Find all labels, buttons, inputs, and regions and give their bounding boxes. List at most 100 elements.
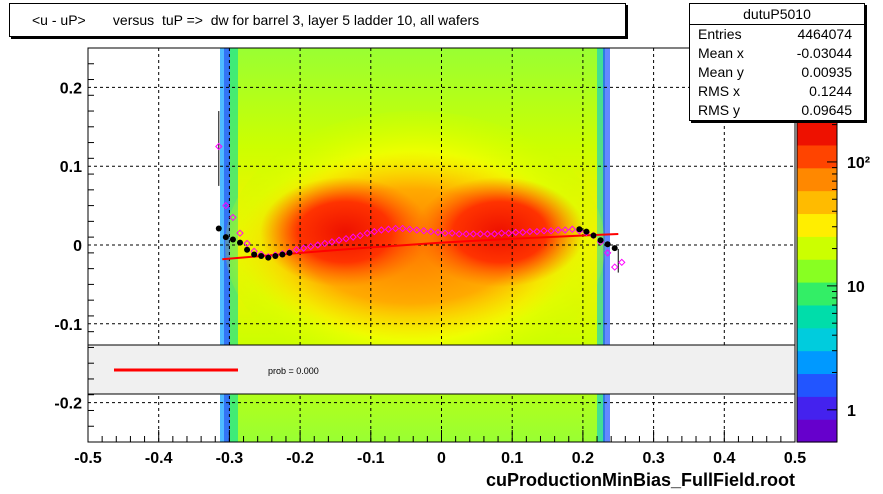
stats-label: Mean y — [698, 64, 744, 80]
profile-point-magenta — [342, 234, 350, 243]
x-tick-label: 0.2 — [572, 450, 594, 467]
profile-point-magenta — [222, 201, 230, 210]
profile-point-magenta — [384, 225, 393, 233]
color-scale-swatch — [797, 282, 837, 306]
x-tick-label: 0.3 — [642, 450, 664, 467]
profile-point-magenta — [469, 230, 478, 238]
profile-point-magenta — [215, 142, 223, 151]
profile-point-magenta — [603, 249, 612, 257]
profile-point-magenta — [306, 242, 315, 251]
profile-point-magenta — [497, 229, 506, 237]
profile-point-magenta — [405, 225, 414, 233]
x-tick-label: -0.1 — [357, 450, 385, 467]
profile-point-black — [604, 241, 611, 248]
color-scale-swatch — [797, 327, 837, 352]
profile-point-black — [215, 225, 222, 232]
stats-row-rms-y: RMS y 0.09645 — [690, 101, 864, 120]
profile-point-magenta — [363, 229, 371, 237]
profile-point-magenta — [547, 227, 555, 235]
profile-point-black — [229, 236, 236, 243]
y-axis: -0.2 -0.1 0 0.1 0.2 — [54, 47, 94, 443]
profile-point-magenta — [504, 229, 513, 237]
stats-value: -0.03044 — [796, 45, 852, 61]
stats-row-rms-x: RMS x 0.1244 — [690, 82, 864, 101]
profile-point-black — [279, 251, 286, 258]
profile-point-magenta — [398, 224, 407, 233]
color-scale-axis: 1 10 10² — [827, 124, 870, 420]
color-scale-swatch — [797, 190, 837, 215]
profile-point-black — [590, 232, 597, 239]
x-tick-label: -0.4 — [145, 450, 173, 467]
profile-point-magenta — [321, 239, 329, 248]
profile-point-magenta — [434, 228, 442, 237]
stats-value: 0.00935 — [801, 64, 852, 80]
profile-point-black — [597, 237, 604, 244]
color-scale-swatch — [797, 259, 837, 283]
profile-point-magenta — [611, 263, 619, 271]
profile-point-magenta — [533, 227, 541, 236]
fit-legend-text: prob = 0.000 — [268, 366, 319, 376]
fit-line — [222, 233, 619, 261]
stats-row-mean-x: Mean x -0.03044 — [690, 44, 864, 63]
profile-point-magenta — [314, 241, 322, 249]
heatmap-core-left — [260, 177, 430, 287]
x-tick-label: 0 — [437, 450, 446, 467]
profile-point-magenta — [462, 230, 470, 238]
stats-row-entries: Entries 4464074 — [690, 25, 864, 44]
color-scale-swatch — [797, 350, 837, 375]
profile-point-black — [611, 245, 618, 252]
profile-point-black — [222, 234, 229, 241]
profile-point-magenta — [427, 227, 435, 236]
stats-label: Mean x — [698, 45, 744, 61]
z-tick-label: 10 — [847, 279, 865, 296]
stats-label: RMS y — [698, 102, 740, 118]
profile-point-magenta — [568, 225, 577, 233]
profile-point-magenta — [349, 233, 357, 241]
profile-point-black — [237, 239, 244, 246]
color-scale-frame — [796, 121, 838, 443]
profile-point-magenta — [540, 227, 548, 235]
y-tick-label: 0.1 — [60, 159, 82, 176]
profile-point-magenta — [391, 224, 400, 233]
color-scale-swatch — [797, 122, 837, 146]
footer-filename: cuProductionMinBias_FullField.root — [486, 470, 796, 490]
profile-point-magenta — [299, 244, 308, 252]
profile-point-magenta — [292, 246, 301, 254]
color-scale-swatch — [797, 167, 837, 192]
profile-point-magenta — [328, 238, 336, 246]
profile-point-magenta — [420, 227, 428, 235]
y-tick-label: 0 — [73, 238, 82, 255]
profile-point-magenta — [236, 229, 244, 237]
profile-point-black — [583, 228, 590, 235]
profile-point-magenta — [229, 213, 237, 222]
color-scale-swatch — [797, 213, 837, 237]
color-scale-swatch — [797, 304, 837, 329]
y-tick-label: -0.1 — [54, 317, 82, 334]
profile-point-black — [272, 253, 279, 260]
profile-point-magenta — [413, 226, 421, 234]
stats-box: dutuP5010 Entries 4464074 Mean x -0.0304… — [689, 3, 865, 121]
color-scale-swatch — [797, 236, 837, 260]
chart-title: <u - uP> versus tuP => dw for barrel 3, … — [32, 12, 480, 28]
stats-title: dutuP5010 — [690, 4, 864, 25]
profile-point-magenta — [618, 258, 626, 267]
z-tick-label: 10² — [847, 155, 870, 172]
profile-point-magenta — [490, 230, 499, 238]
profile-point-black — [265, 254, 272, 261]
profile-point-black — [251, 251, 258, 258]
x-tick-label: -0.2 — [286, 450, 314, 467]
stats-value: 0.09645 — [801, 102, 852, 118]
stats-value: 4464074 — [797, 26, 852, 42]
x-axis: -0.5 -0.4 -0.3 -0.2 -0.1 0 0.1 0.2 0.3 0.4 0.5 — [74, 430, 806, 467]
profile-points — [215, 111, 626, 273]
color-scale-bar — [796, 121, 838, 443]
profile-point-magenta — [526, 227, 534, 236]
x-tick-label: -0.3 — [216, 450, 244, 467]
fit-curve — [222, 233, 619, 261]
color-scale-swatch — [797, 419, 837, 443]
color-scale-swatch — [797, 373, 837, 397]
stats-label: RMS x — [698, 83, 740, 99]
x-tick-label: -0.5 — [74, 450, 102, 467]
color-scale-swatch — [797, 144, 837, 169]
